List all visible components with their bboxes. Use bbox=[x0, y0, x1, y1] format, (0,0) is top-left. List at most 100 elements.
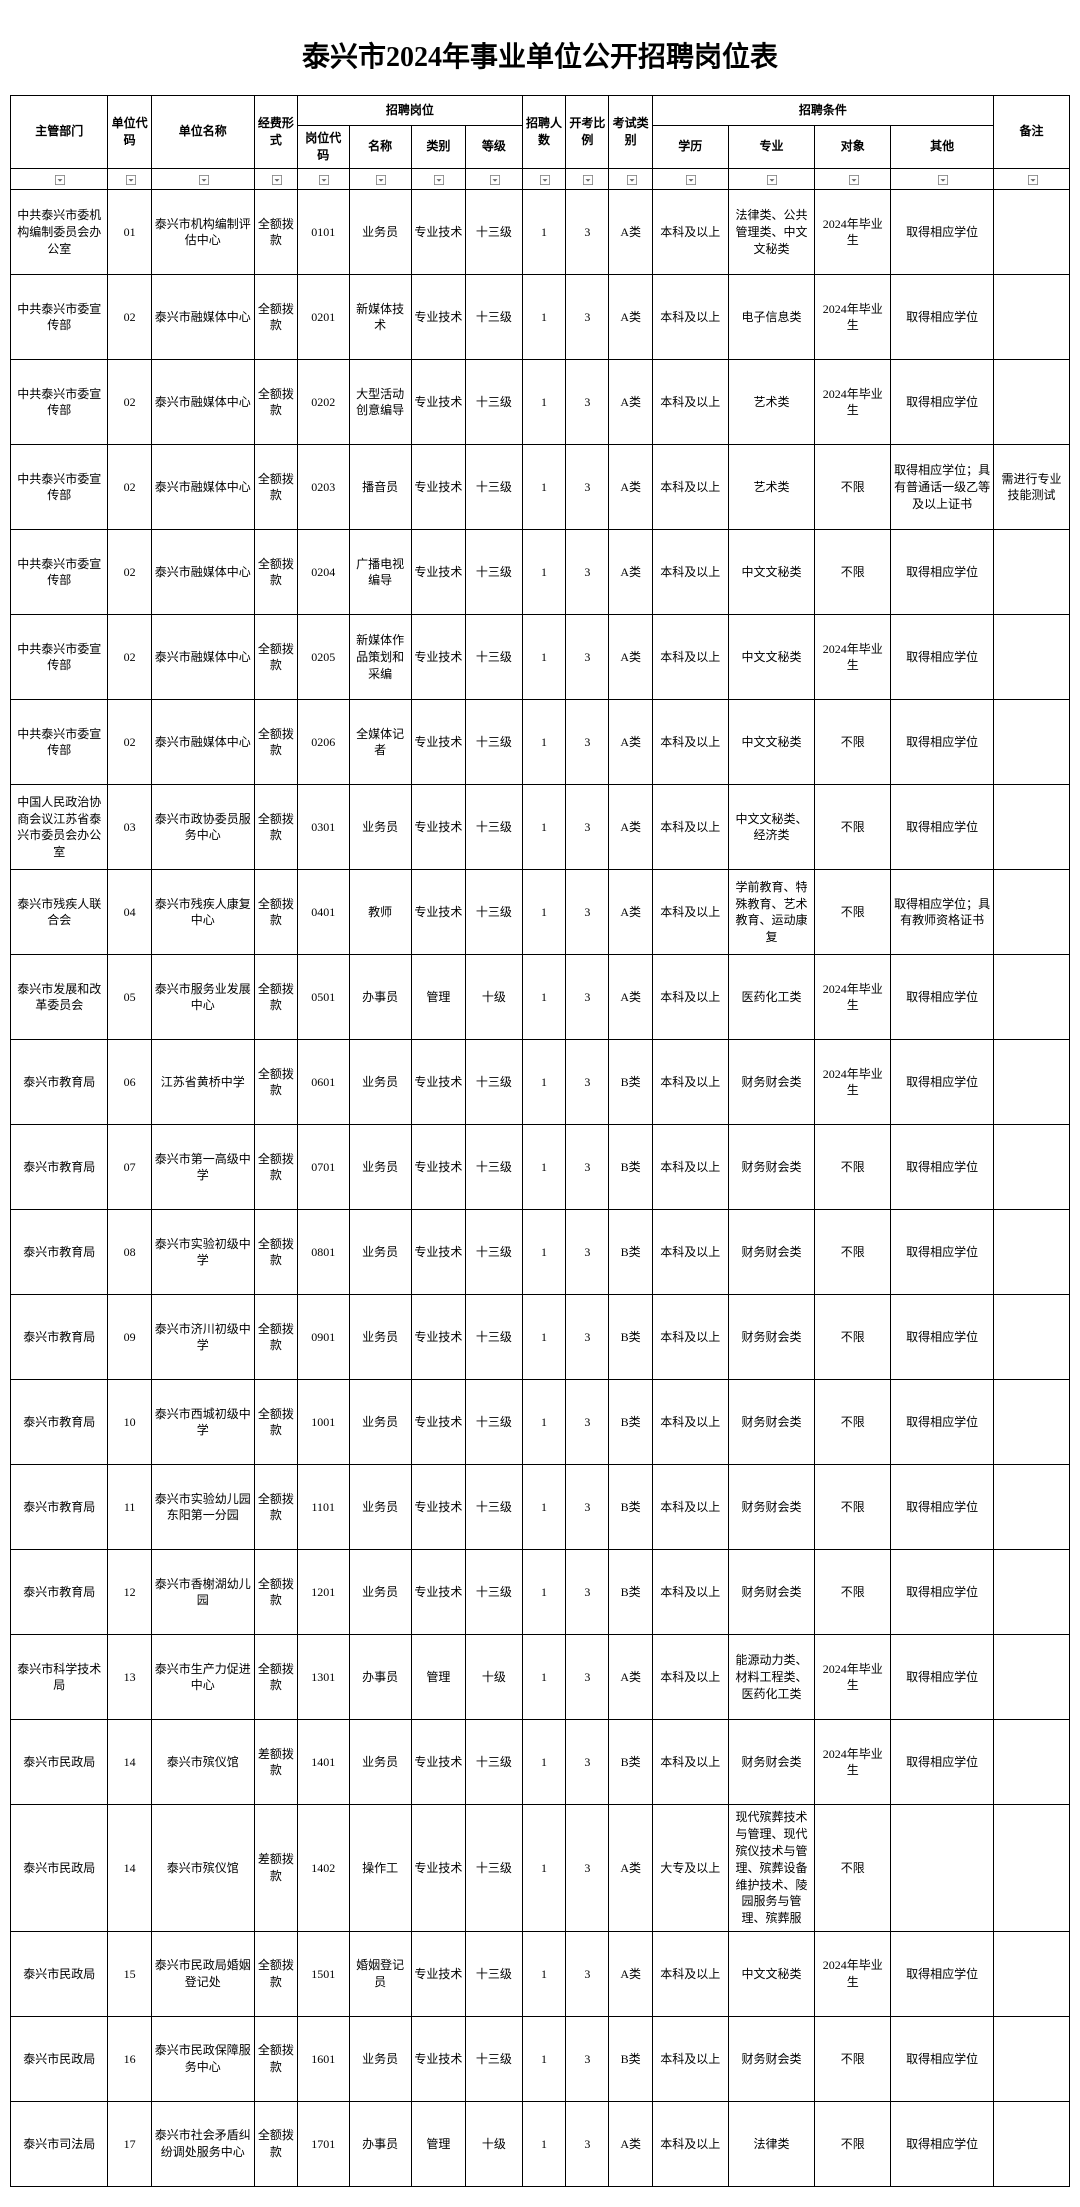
header-poslevel: 等级 bbox=[465, 126, 522, 169]
cell-major: 中文文秘类 bbox=[728, 700, 815, 785]
filter-cell[interactable] bbox=[994, 168, 1070, 190]
filter-cell[interactable] bbox=[11, 168, 108, 190]
header-fund: 经费形式 bbox=[254, 96, 297, 169]
cell-postype: 专业技术 bbox=[411, 1550, 465, 1635]
filter-icon[interactable] bbox=[490, 175, 500, 185]
cell-fund: 全额拨款 bbox=[254, 1465, 297, 1550]
filter-cell[interactable] bbox=[254, 168, 297, 190]
cell-major: 电子信息类 bbox=[728, 275, 815, 360]
filter-cell[interactable] bbox=[652, 168, 728, 190]
cell-fund: 全额拨款 bbox=[254, 1295, 297, 1380]
cell-ratio: 3 bbox=[566, 1380, 609, 1465]
cell-remark bbox=[994, 275, 1070, 360]
cell-dept: 泰兴市发展和改革委员会 bbox=[11, 955, 108, 1040]
cell-unitname: 泰兴市融媒体中心 bbox=[151, 700, 254, 785]
cell-fund: 差额拨款 bbox=[254, 1720, 297, 1805]
cell-ratio: 3 bbox=[566, 360, 609, 445]
filter-cell[interactable] bbox=[891, 168, 994, 190]
filter-icon[interactable] bbox=[938, 175, 948, 185]
filter-icon[interactable] bbox=[686, 175, 696, 185]
cell-unitname: 泰兴市社会矛盾纠纷调处服务中心 bbox=[151, 2101, 254, 2186]
cell-dept: 中共泰兴市委宣传部 bbox=[11, 445, 108, 530]
filter-cell[interactable] bbox=[609, 168, 652, 190]
header-major: 专业 bbox=[728, 126, 815, 169]
cell-examtype: B类 bbox=[609, 1210, 652, 1295]
cell-unitcode: 08 bbox=[108, 1210, 151, 1295]
table-row: 泰兴市科学技术局13泰兴市生产力促进中心全额拨款1301办事员管理十级13A类本… bbox=[11, 1635, 1070, 1720]
filter-cell[interactable] bbox=[522, 168, 565, 190]
cell-edu: 本科及以上 bbox=[652, 1040, 728, 1125]
cell-dept: 泰兴市教育局 bbox=[11, 1380, 108, 1465]
cell-edu: 本科及以上 bbox=[652, 190, 728, 275]
cell-target: 2024年毕业生 bbox=[815, 1931, 891, 2016]
filter-cell[interactable] bbox=[298, 168, 349, 190]
header-posname: 名称 bbox=[349, 126, 411, 169]
cell-major: 艺术类 bbox=[728, 445, 815, 530]
filter-icon[interactable] bbox=[376, 175, 386, 185]
filter-icon[interactable] bbox=[434, 175, 444, 185]
cell-poslevel: 十三级 bbox=[465, 1465, 522, 1550]
filter-icon[interactable] bbox=[583, 175, 593, 185]
filter-cell[interactable] bbox=[411, 168, 465, 190]
cell-unitcode: 01 bbox=[108, 190, 151, 275]
cell-unitcode: 09 bbox=[108, 1295, 151, 1380]
filter-icon[interactable] bbox=[272, 175, 282, 185]
cell-fund: 差额拨款 bbox=[254, 1805, 297, 1932]
cell-remark bbox=[994, 700, 1070, 785]
cell-posname: 业务员 bbox=[349, 1465, 411, 1550]
cell-count: 1 bbox=[522, 955, 565, 1040]
filter-cell[interactable] bbox=[465, 168, 522, 190]
cell-unitcode: 03 bbox=[108, 785, 151, 870]
cell-unitname: 泰兴市残疾人康复中心 bbox=[151, 870, 254, 955]
cell-posname: 业务员 bbox=[349, 1040, 411, 1125]
cell-dept: 中共泰兴市委宣传部 bbox=[11, 700, 108, 785]
table-row: 中共泰兴市委宣传部02泰兴市融媒体中心全额拨款0201新媒体技术专业技术十三级1… bbox=[11, 275, 1070, 360]
cell-examtype: B类 bbox=[609, 1380, 652, 1465]
table-row: 泰兴市民政局16泰兴市民政保障服务中心全额拨款1601业务员专业技术十三级13B… bbox=[11, 2016, 1070, 2101]
cell-posname: 播音员 bbox=[349, 445, 411, 530]
cell-count: 1 bbox=[522, 1125, 565, 1210]
cell-other: 取得相应学位 bbox=[891, 615, 994, 700]
filter-cell[interactable] bbox=[566, 168, 609, 190]
cell-other: 取得相应学位 bbox=[891, 1931, 994, 2016]
filter-icon[interactable] bbox=[767, 175, 777, 185]
cell-ratio: 3 bbox=[566, 1635, 609, 1720]
filter-icon[interactable] bbox=[55, 175, 65, 185]
cell-posname: 业务员 bbox=[349, 190, 411, 275]
filter-icon[interactable] bbox=[1028, 175, 1038, 185]
filter-icon[interactable] bbox=[126, 175, 136, 185]
filter-cell[interactable] bbox=[108, 168, 151, 190]
cell-other: 取得相应学位；具有教师资格证书 bbox=[891, 870, 994, 955]
cell-remark bbox=[994, 1805, 1070, 1932]
cell-edu: 本科及以上 bbox=[652, 1125, 728, 1210]
filter-cell[interactable] bbox=[151, 168, 254, 190]
header-examtype: 考试类别 bbox=[609, 96, 652, 169]
cell-posname: 操作工 bbox=[349, 1805, 411, 1932]
table-row: 中国人民政治协商会议江苏省泰兴市委员会办公室03泰兴市政协委员服务中心全额拨款0… bbox=[11, 785, 1070, 870]
table-row: 泰兴市发展和改革委员会05泰兴市服务业发展中心全额拨款0501办事员管理十级13… bbox=[11, 955, 1070, 1040]
filter-icon[interactable] bbox=[319, 175, 329, 185]
filter-cell[interactable] bbox=[349, 168, 411, 190]
table-row: 泰兴市教育局11泰兴市实验幼儿园东阳第一分园全额拨款1101业务员专业技术十三级… bbox=[11, 1465, 1070, 1550]
filter-icon[interactable] bbox=[849, 175, 859, 185]
cell-edu: 本科及以上 bbox=[652, 1550, 728, 1635]
cell-ratio: 3 bbox=[566, 1125, 609, 1210]
filter-icon[interactable] bbox=[540, 175, 550, 185]
cell-unitcode: 02 bbox=[108, 700, 151, 785]
cell-edu: 本科及以上 bbox=[652, 870, 728, 955]
cell-unitcode: 16 bbox=[108, 2016, 151, 2101]
cell-count: 1 bbox=[522, 1210, 565, 1295]
cell-major: 财务财会类 bbox=[728, 2016, 815, 2101]
cell-other: 取得相应学位 bbox=[891, 1465, 994, 1550]
filter-icon[interactable] bbox=[199, 175, 209, 185]
cell-other: 取得相应学位 bbox=[891, 275, 994, 360]
cell-fund: 全额拨款 bbox=[254, 190, 297, 275]
filter-cell[interactable] bbox=[815, 168, 891, 190]
cell-examtype: A类 bbox=[609, 1635, 652, 1720]
filter-icon[interactable] bbox=[627, 175, 637, 185]
filter-cell[interactable] bbox=[728, 168, 815, 190]
cell-count: 1 bbox=[522, 190, 565, 275]
table-row: 泰兴市教育局09泰兴市济川初级中学全额拨款0901业务员专业技术十三级13B类本… bbox=[11, 1295, 1070, 1380]
header-edu: 学历 bbox=[652, 126, 728, 169]
cell-major: 医药化工类 bbox=[728, 955, 815, 1040]
